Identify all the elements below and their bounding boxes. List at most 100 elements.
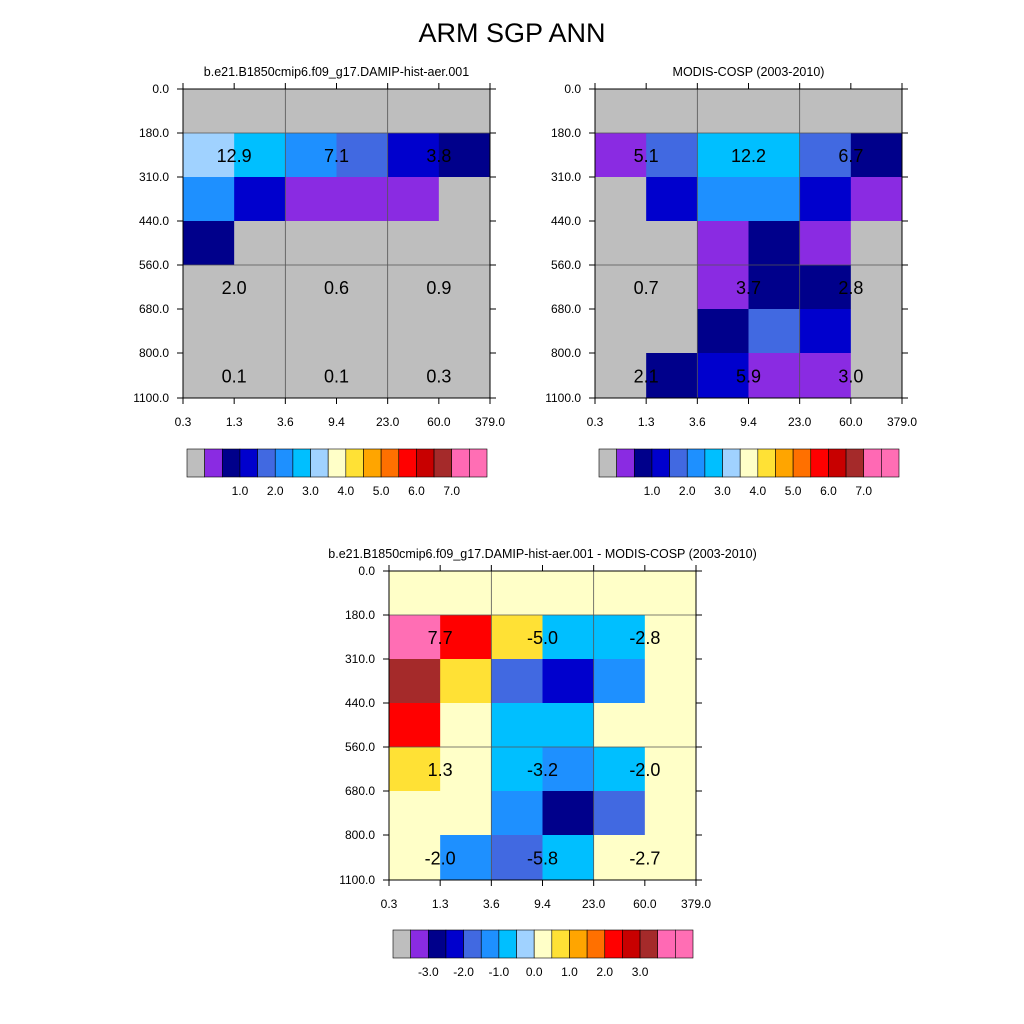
heatmap-cell bbox=[593, 747, 646, 792]
heatmap-cell bbox=[595, 133, 647, 178]
heatmap-cell bbox=[183, 309, 235, 354]
heatmap-cell bbox=[850, 89, 903, 134]
colorbar-box bbox=[398, 448, 417, 478]
colorbar-box bbox=[327, 448, 347, 478]
panel-title: b.e21.B1850cmip6.f09_g17.DAMIP-hist-aer.… bbox=[328, 547, 756, 561]
colorbar-box bbox=[792, 448, 812, 478]
colorbar-box bbox=[186, 448, 205, 478]
y-tick-label: 560.0 bbox=[345, 740, 375, 754]
cell-value-label: 5.1 bbox=[634, 146, 659, 166]
colorbar-box bbox=[828, 448, 847, 478]
colorbar-label: 3.0 bbox=[632, 965, 649, 979]
heatmap-cell bbox=[697, 265, 749, 310]
heatmap-cell bbox=[438, 177, 491, 222]
colorbar-label: 2.0 bbox=[596, 965, 613, 979]
heatmap-cell bbox=[389, 791, 441, 836]
heatmap-cell bbox=[593, 835, 646, 881]
x-tick-label: 1.3 bbox=[432, 897, 449, 911]
cell-value-label: 2.0 bbox=[222, 278, 247, 298]
heatmap-cell bbox=[542, 747, 595, 792]
cell-value-label: -5.8 bbox=[527, 849, 558, 869]
cell-value-label: 2.8 bbox=[838, 278, 863, 298]
heatmap-cell bbox=[234, 265, 286, 310]
panel-1: b.e21.B1850cmip6.f09_g17.DAMIP-hist-aer.… bbox=[133, 65, 505, 498]
colorbar-box bbox=[469, 448, 488, 478]
heatmap-cell bbox=[644, 615, 697, 660]
cell-value-label: 7.7 bbox=[428, 628, 453, 648]
heatmap-cell bbox=[389, 615, 441, 660]
y-tick-label: 440.0 bbox=[345, 696, 375, 710]
y-tick-label: 180.0 bbox=[139, 126, 169, 140]
y-tick-label: 1100.0 bbox=[133, 391, 169, 405]
heatmap-cell bbox=[593, 659, 646, 704]
heatmap-cell bbox=[336, 177, 389, 222]
y-tick-label: 180.0 bbox=[345, 608, 375, 622]
colorbar-label: 4.0 bbox=[749, 484, 766, 498]
y-tick-label: 0.0 bbox=[152, 82, 169, 96]
colorbar-box bbox=[516, 929, 535, 959]
heatmap-cell bbox=[646, 133, 698, 178]
heatmap-cell bbox=[748, 89, 801, 134]
heatmap-cell bbox=[850, 177, 903, 222]
cell-value-label: 1.3 bbox=[428, 760, 453, 780]
heatmap-cell bbox=[748, 133, 801, 178]
heatmap-cell bbox=[491, 615, 543, 660]
colorbar-box bbox=[204, 448, 223, 478]
x-tick-label: 0.3 bbox=[175, 415, 192, 429]
colorbar-box bbox=[686, 448, 706, 478]
x-tick-label: 379.0 bbox=[887, 415, 917, 429]
colorbar-box bbox=[669, 448, 688, 478]
heatmap-cell bbox=[183, 221, 235, 266]
heatmap-cell bbox=[440, 659, 492, 704]
colorbar-box bbox=[239, 448, 258, 478]
x-tick-label: 60.0 bbox=[633, 897, 657, 911]
heatmap-cell bbox=[799, 353, 852, 399]
heatmap-cell bbox=[389, 835, 441, 881]
cell-value-label: 3.7 bbox=[736, 278, 761, 298]
colorbar-box bbox=[739, 448, 759, 478]
colorbar-label: 4.0 bbox=[337, 484, 354, 498]
heatmap-cell bbox=[748, 221, 801, 266]
heatmap-cell bbox=[491, 835, 543, 881]
colorbar-box bbox=[586, 929, 606, 959]
heatmap-cell bbox=[234, 309, 286, 354]
y-tick-label: 180.0 bbox=[551, 126, 581, 140]
y-tick-label: 0.0 bbox=[564, 82, 581, 96]
y-tick-label: 310.0 bbox=[345, 652, 375, 666]
heatmap-cell bbox=[491, 747, 543, 792]
heatmap-cell bbox=[799, 265, 852, 310]
cell-value-label: -2.0 bbox=[425, 849, 456, 869]
heatmap-cell bbox=[593, 703, 646, 748]
colorbar-label: 6.0 bbox=[820, 484, 837, 498]
colorbar-box bbox=[863, 448, 882, 478]
heatmap-cell bbox=[491, 791, 543, 836]
heatmap-cell bbox=[285, 177, 337, 222]
heatmap-cell bbox=[542, 791, 595, 836]
x-tick-label: 23.0 bbox=[582, 897, 606, 911]
heatmap-cell bbox=[542, 615, 595, 660]
heatmap-cell bbox=[593, 571, 646, 616]
colorbar-box bbox=[757, 448, 776, 478]
heatmap-cell bbox=[646, 265, 698, 310]
heatmap-cell bbox=[697, 221, 749, 266]
heatmap-cell bbox=[440, 615, 492, 660]
cell-value-label: 0.7 bbox=[634, 278, 659, 298]
colorbar-box bbox=[533, 929, 553, 959]
heatmap-cell bbox=[593, 791, 646, 836]
colorbar-box bbox=[380, 448, 400, 478]
heatmap-cell bbox=[336, 89, 389, 134]
y-tick-label: 560.0 bbox=[139, 258, 169, 272]
cell-value-label: 12.9 bbox=[217, 146, 252, 166]
colorbar-box bbox=[651, 448, 670, 478]
x-tick-label: 60.0 bbox=[427, 415, 451, 429]
heatmap-cell bbox=[644, 835, 697, 881]
heatmap-cell bbox=[850, 221, 903, 266]
colorbar-box bbox=[451, 448, 470, 478]
heatmap-cell bbox=[336, 133, 389, 178]
y-tick-label: 680.0 bbox=[551, 302, 581, 316]
heatmap-cell bbox=[646, 309, 698, 354]
heatmap-cell bbox=[799, 89, 852, 134]
heatmap-cell bbox=[389, 571, 441, 616]
colorbar-box bbox=[775, 448, 794, 478]
heatmap-cell bbox=[491, 571, 543, 616]
